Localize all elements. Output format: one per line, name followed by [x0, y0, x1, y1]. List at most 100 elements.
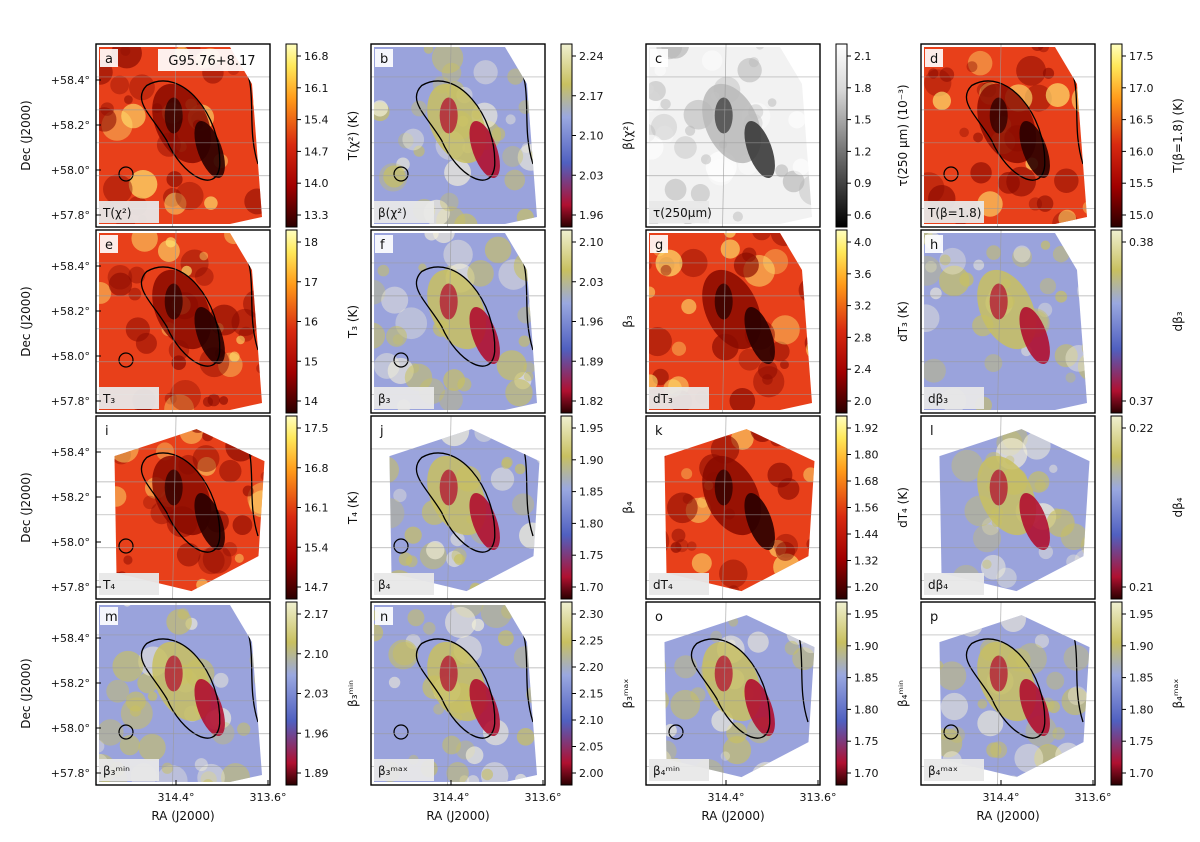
svg-text:β₄ᵐⁱⁿ: β₄ᵐⁱⁿ: [653, 764, 680, 778]
x-axis-label: RA (J2000): [701, 809, 764, 823]
panel-border: [645, 601, 821, 786]
panel-quantity-label: dT₃: [649, 387, 709, 409]
colorbar-tick-label: 15: [304, 355, 318, 368]
svg-text:b: b: [380, 52, 388, 67]
panel-p: p β₄ᵐᵃˣ 1.95 1.90 1.85 1.80 1.75 1.70 β₄ᵐᵃˣ: [920, 601, 1185, 786]
colorbar-tick-label: 1.96: [304, 727, 329, 740]
colorbar-tick-label: 1.2: [854, 145, 872, 158]
colorbar-title: dβ₄: [1171, 497, 1185, 517]
colorbar-tick-label: 1.75: [579, 549, 604, 562]
coordinate-grid: [646, 415, 820, 600]
heatmap-image: [924, 233, 1087, 410]
colorbar-tick-label: 1.75: [1129, 735, 1154, 748]
colorbar-gradient: [285, 43, 298, 228]
colorbar-tick-label: 0.9: [854, 177, 872, 190]
svg-text:τ(250μm): τ(250μm): [653, 206, 712, 220]
svg-text:β₄: β₄: [378, 578, 391, 592]
colorbar-tick-label: 4.0: [854, 236, 872, 249]
panel-quantity-label: dβ₄: [924, 573, 984, 595]
panel-letter: c: [650, 49, 668, 67]
svg-text:k: k: [655, 424, 663, 439]
panel-border: [95, 415, 271, 600]
panel-letter: e: [100, 235, 118, 253]
panel-border: [920, 43, 1096, 228]
panel-border: [920, 415, 1096, 600]
colorbar-tick-label: 2.1: [854, 50, 872, 63]
coordinate-grid: [646, 43, 820, 228]
panel-border: [370, 43, 546, 228]
colorbar-tick-label: 2.0: [854, 395, 872, 408]
coordinate-grid: [371, 229, 545, 414]
y-axis-label: Dec (J2000): [19, 472, 33, 542]
colorbar-tick-label: 1.44: [854, 528, 879, 541]
colorbar-tick-label: 16.0: [1129, 145, 1154, 158]
colorbar-tick-label: 1.96: [579, 209, 604, 222]
colorbar-tick-label: 2.8: [854, 331, 872, 344]
colorbar-gradient: [1110, 43, 1123, 228]
svg-text:l: l: [930, 424, 934, 439]
colorbar-title: β₄ᵐⁱⁿ: [896, 680, 910, 707]
colorbar: 17.5 16.8 16.1 15.4 14.7 T₄ (K): [285, 415, 360, 600]
colorbar-tick-label: 1.80: [854, 703, 879, 716]
colorbar: 4.0 3.6 3.2 2.8 2.4 2.0 dT₃ (K): [835, 229, 910, 414]
heatmap-image: [374, 605, 537, 782]
colorbar-tick-label: 16.1: [304, 502, 329, 515]
colorbar-tick-label: 17: [304, 276, 318, 289]
panel-quantity-label: β₄ᵐⁱⁿ: [649, 759, 709, 781]
panel-f: f β₃ 2.10 2.03 1.96 1.89 1.82 β₃: [370, 229, 635, 414]
colorbar-gradient: [1110, 415, 1123, 600]
colorbar-tick-label: 1.95: [1129, 608, 1154, 621]
y-axis-label: Dec (J2000): [19, 100, 33, 170]
panel-quantity-label: dβ₃: [924, 387, 984, 409]
panel-m: m β₃ᵐⁱⁿ 2.17 2.10 2.03 1.96 1.89 β₃ᵐⁱⁿ: [95, 601, 360, 786]
colorbar-tick-label: 2.10: [579, 130, 604, 143]
colorbar-title: dT₃ (K): [896, 301, 910, 342]
colorbar-tick-label: 1.85: [579, 486, 604, 499]
svg-text:dβ₄: dβ₄: [928, 578, 948, 592]
colorbar-tick-label: 1.80: [1129, 703, 1154, 716]
svg-text:j: j: [379, 424, 384, 439]
panel-letter: a: [100, 49, 118, 67]
svg-text:p: p: [930, 610, 938, 625]
panel-quantity-label: β₄ᵐᵃˣ: [924, 759, 984, 781]
colorbar-title: β₃: [621, 315, 635, 328]
x-tick-label: 313.6°: [525, 791, 562, 804]
colorbar-gradient: [285, 601, 298, 786]
colorbar-gradient: [285, 229, 298, 414]
y-tick-label: +58.4°: [51, 632, 90, 645]
colorbar-tick-label: 15.4: [304, 541, 329, 554]
svg-text:g: g: [655, 238, 663, 253]
figure-title: G95.76+8.17: [158, 49, 266, 71]
colorbar-tick-label: 2.15: [579, 688, 604, 701]
x-tick-label: 314.4°: [708, 791, 745, 804]
colorbar: 1.92 1.80 1.68 1.56 1.44 1.32 1.20 dT₄ (K): [835, 415, 910, 600]
heatmap-image: [939, 429, 1090, 592]
panel-quantity-label: β₃ᵐᵃˣ: [374, 759, 434, 781]
colorbar-tick-label: 1.32: [854, 555, 879, 568]
colorbar-gradient: [835, 43, 848, 228]
panel-l: l dβ₄ 0.22 0.21 dβ₄: [920, 415, 1185, 600]
coordinate-grid: [96, 415, 270, 600]
colorbar-title: β₄: [621, 501, 635, 514]
y-tick-label: +58.2°: [51, 491, 90, 504]
colorbar: 0.22 0.21 dβ₄: [1110, 415, 1185, 600]
colorbar: 0.38 0.37 dβ₃: [1110, 229, 1185, 414]
y-tick-label: +58.0°: [51, 722, 90, 735]
colorbar-tick-label: 1.82: [579, 395, 604, 408]
svg-text:dβ₃: dβ₃: [928, 392, 948, 406]
colorbar-title: τ(250 μm) (10⁻³): [896, 84, 910, 186]
y-tick-label: +57.8°: [51, 209, 90, 222]
y-axis-label: Dec (J2000): [19, 658, 33, 728]
colorbar-tick-label: 1.90: [579, 454, 604, 467]
colorbar-tick-label: 0.22: [1129, 422, 1154, 435]
panel-letter: n: [375, 607, 393, 625]
colorbar-tick-label: 2.10: [304, 648, 329, 661]
colorbar-tick-label: 3.6: [854, 268, 872, 281]
panel-letter: f: [375, 235, 393, 253]
panel-border: [95, 43, 271, 228]
colorbar-tick-label: 16.1: [304, 82, 329, 95]
colorbar-tick-label: 2.17: [304, 608, 329, 621]
x-tick-label: 313.6°: [250, 791, 287, 804]
colorbar-gradient: [835, 601, 848, 786]
